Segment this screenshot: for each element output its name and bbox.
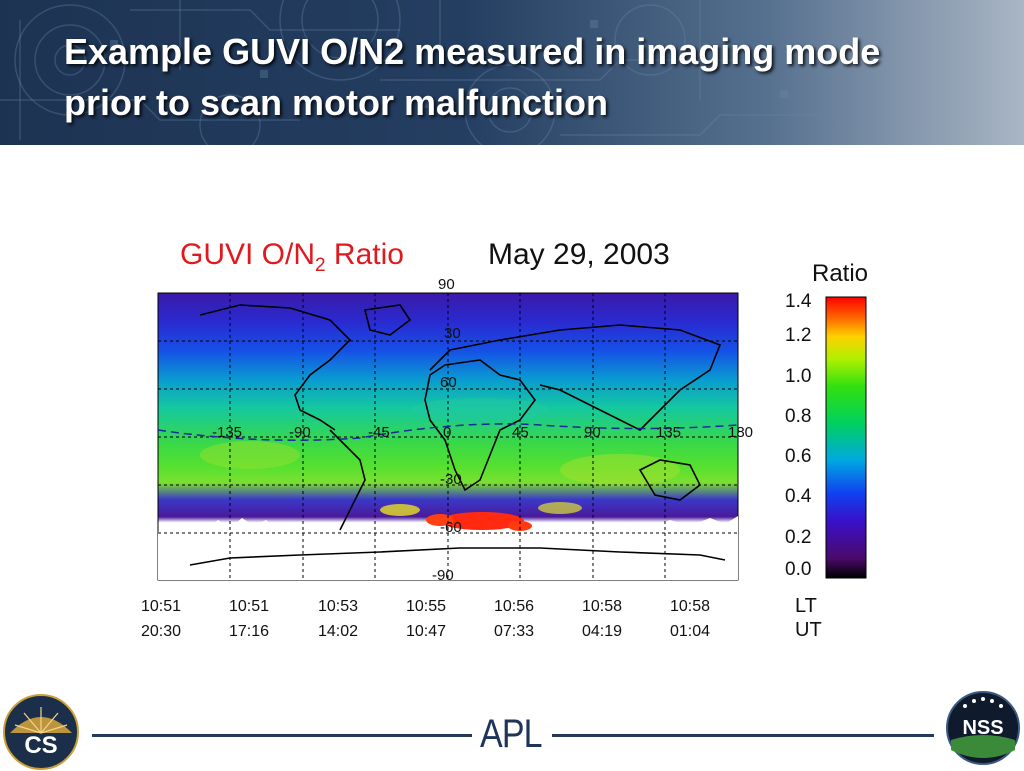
lon-label-neg135: -135 bbox=[212, 424, 243, 441]
footer-line-left bbox=[92, 734, 472, 737]
colorbar-tick: 0.6 bbox=[785, 446, 812, 467]
coastlines bbox=[189, 304, 726, 566]
lon-label-neg45: -45 bbox=[368, 424, 390, 441]
lon-label-neg90: -90 bbox=[289, 424, 311, 441]
lon-label-180: 180 bbox=[728, 424, 754, 441]
lt-time: 10:53 bbox=[317, 598, 359, 615]
colorbar-title: Ratio bbox=[812, 260, 869, 287]
figure-title: GUVI O/N2 Ratio bbox=[180, 238, 404, 276]
lat-label-90: 90 bbox=[438, 276, 455, 293]
lt-time: 10:58 bbox=[669, 598, 711, 615]
colorbar bbox=[825, 296, 867, 579]
nss-logo-text: NSS bbox=[962, 717, 1003, 739]
apl-logo: APL bbox=[480, 712, 543, 756]
lon-label-45: 45 bbox=[512, 424, 529, 441]
lt-time: 10:55 bbox=[405, 598, 447, 615]
colorbar-tick: 1.4 bbox=[785, 291, 812, 312]
lt-time: 10:51 bbox=[228, 598, 270, 615]
figure-date: May 29, 2003 bbox=[488, 238, 670, 271]
magnetic-equator bbox=[157, 423, 739, 441]
colorbar-tick: 1.2 bbox=[785, 325, 812, 346]
ut-label: UT bbox=[795, 619, 822, 641]
colorbar-tick: 0.8 bbox=[785, 406, 812, 427]
lat-label-neg60: -60 bbox=[440, 519, 462, 536]
ut-time: 20:30 bbox=[140, 623, 182, 640]
colorbar-tick: 0.2 bbox=[785, 527, 812, 548]
lon-label-135: 135 bbox=[656, 424, 682, 441]
ut-time: 01:04 bbox=[669, 623, 711, 640]
lt-label: LT bbox=[795, 595, 817, 617]
footer-line-right bbox=[552, 734, 934, 737]
high-ratio-patch bbox=[380, 502, 582, 531]
lt-time: 10:51 bbox=[140, 598, 182, 615]
cs-logo: CS bbox=[3, 694, 79, 770]
lat-label-neg90: -90 bbox=[432, 567, 454, 584]
map-grid bbox=[158, 293, 738, 580]
cs-logo-text: CS bbox=[24, 732, 57, 759]
header-circuit-pattern bbox=[0, 0, 820, 145]
nss-logo: NSS bbox=[946, 691, 1020, 765]
lt-time: 10:58 bbox=[581, 598, 623, 615]
lat-label-neg30: -30 bbox=[440, 471, 462, 488]
ut-time: 07:33 bbox=[493, 623, 535, 640]
ut-time: 10:47 bbox=[405, 623, 447, 640]
lat-label-60: 60 bbox=[440, 374, 457, 391]
colorbar-tick: 0.0 bbox=[785, 559, 812, 580]
ut-time: 17:16 bbox=[228, 623, 270, 640]
ut-time: 04:19 bbox=[581, 623, 623, 640]
lon-label-90: 90 bbox=[584, 424, 601, 441]
colorbar-tick: 1.0 bbox=[785, 366, 812, 387]
slide-header: Example GUVI O/N2 measured in imaging mo… bbox=[0, 0, 1024, 145]
colorbar-tick: 0.4 bbox=[785, 486, 812, 507]
slide-title: Example GUVI O/N2 measured in imaging mo… bbox=[64, 31, 881, 123]
ut-time: 14:02 bbox=[317, 623, 359, 640]
lat-label-30: 30 bbox=[444, 325, 461, 342]
lt-time: 10:56 bbox=[493, 598, 535, 615]
lon-label-0: 0 bbox=[443, 424, 452, 441]
